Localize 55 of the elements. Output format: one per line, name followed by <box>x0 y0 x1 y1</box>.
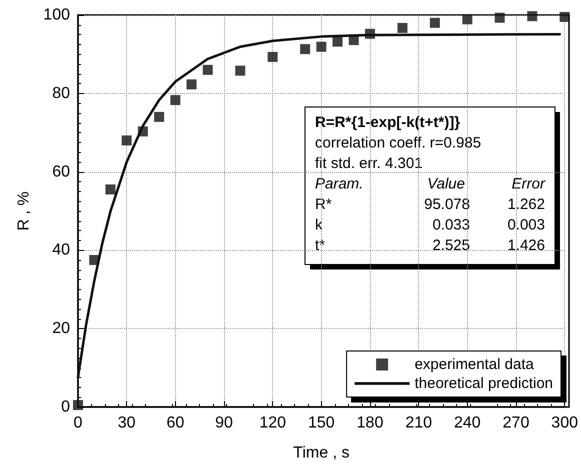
point <box>202 64 213 75</box>
y-tick-label: 60 <box>52 163 70 180</box>
y-tick-label: 0 <box>61 398 70 416</box>
point <box>138 126 148 136</box>
x-tick-label: 150 <box>308 414 335 432</box>
x-tick-label: 270 <box>502 414 530 432</box>
x-tick-label: 180 <box>356 414 384 432</box>
y-axis-title: R , % <box>16 191 32 231</box>
point <box>397 22 408 33</box>
x-tick-label: 240 <box>454 414 481 432</box>
annotation: 0.033 <box>432 216 470 234</box>
annotation: R=R*{1-exp[-k(t+t*)]} <box>315 114 460 131</box>
point <box>89 255 100 265</box>
annotation: 1.426 <box>507 237 545 254</box>
point <box>186 79 197 90</box>
x-tick-label: 120 <box>259 414 286 432</box>
point <box>364 28 375 39</box>
point <box>122 135 132 146</box>
annotation: 0.003 <box>507 216 545 234</box>
annotation: correlation coeff. r=0.985 <box>315 134 482 152</box>
point <box>268 52 278 62</box>
legend-label: theoretical prediction <box>414 375 554 392</box>
point <box>430 18 440 28</box>
y-tick-label: 20 <box>52 320 70 338</box>
point <box>300 44 310 54</box>
annotation: 1.262 <box>507 196 545 213</box>
x-tick-label: 90 <box>215 414 233 432</box>
point <box>235 66 246 76</box>
point <box>527 11 538 22</box>
x-tick-label: 60 <box>166 414 184 432</box>
x-tick-label: 30 <box>118 414 136 432</box>
x-tick-label: 0 <box>74 414 83 432</box>
x-tick-label: 210 <box>405 414 432 432</box>
point <box>170 95 180 106</box>
point <box>348 35 359 46</box>
point <box>154 112 164 122</box>
y-tick-label: 80 <box>52 84 70 102</box>
point <box>494 12 505 23</box>
y-tick-label: 40 <box>52 242 70 259</box>
y-tick-label: 100 <box>43 6 70 24</box>
point <box>462 14 472 24</box>
point <box>332 36 343 47</box>
point <box>316 42 326 52</box>
point <box>560 12 570 22</box>
x-tick-label: 300 <box>551 414 578 432</box>
annotation: Value <box>427 176 465 192</box>
annotation: 2.525 <box>432 237 470 254</box>
annotation: Param. <box>315 176 364 192</box>
annotation: k <box>315 216 323 234</box>
legend-label: experimental data <box>414 356 534 373</box>
x-axis-title: Time , s <box>293 444 350 462</box>
annotation: Error <box>512 176 546 192</box>
annotation: R* <box>315 196 332 213</box>
point <box>105 184 116 194</box>
annotation: 95.078 <box>424 196 470 213</box>
